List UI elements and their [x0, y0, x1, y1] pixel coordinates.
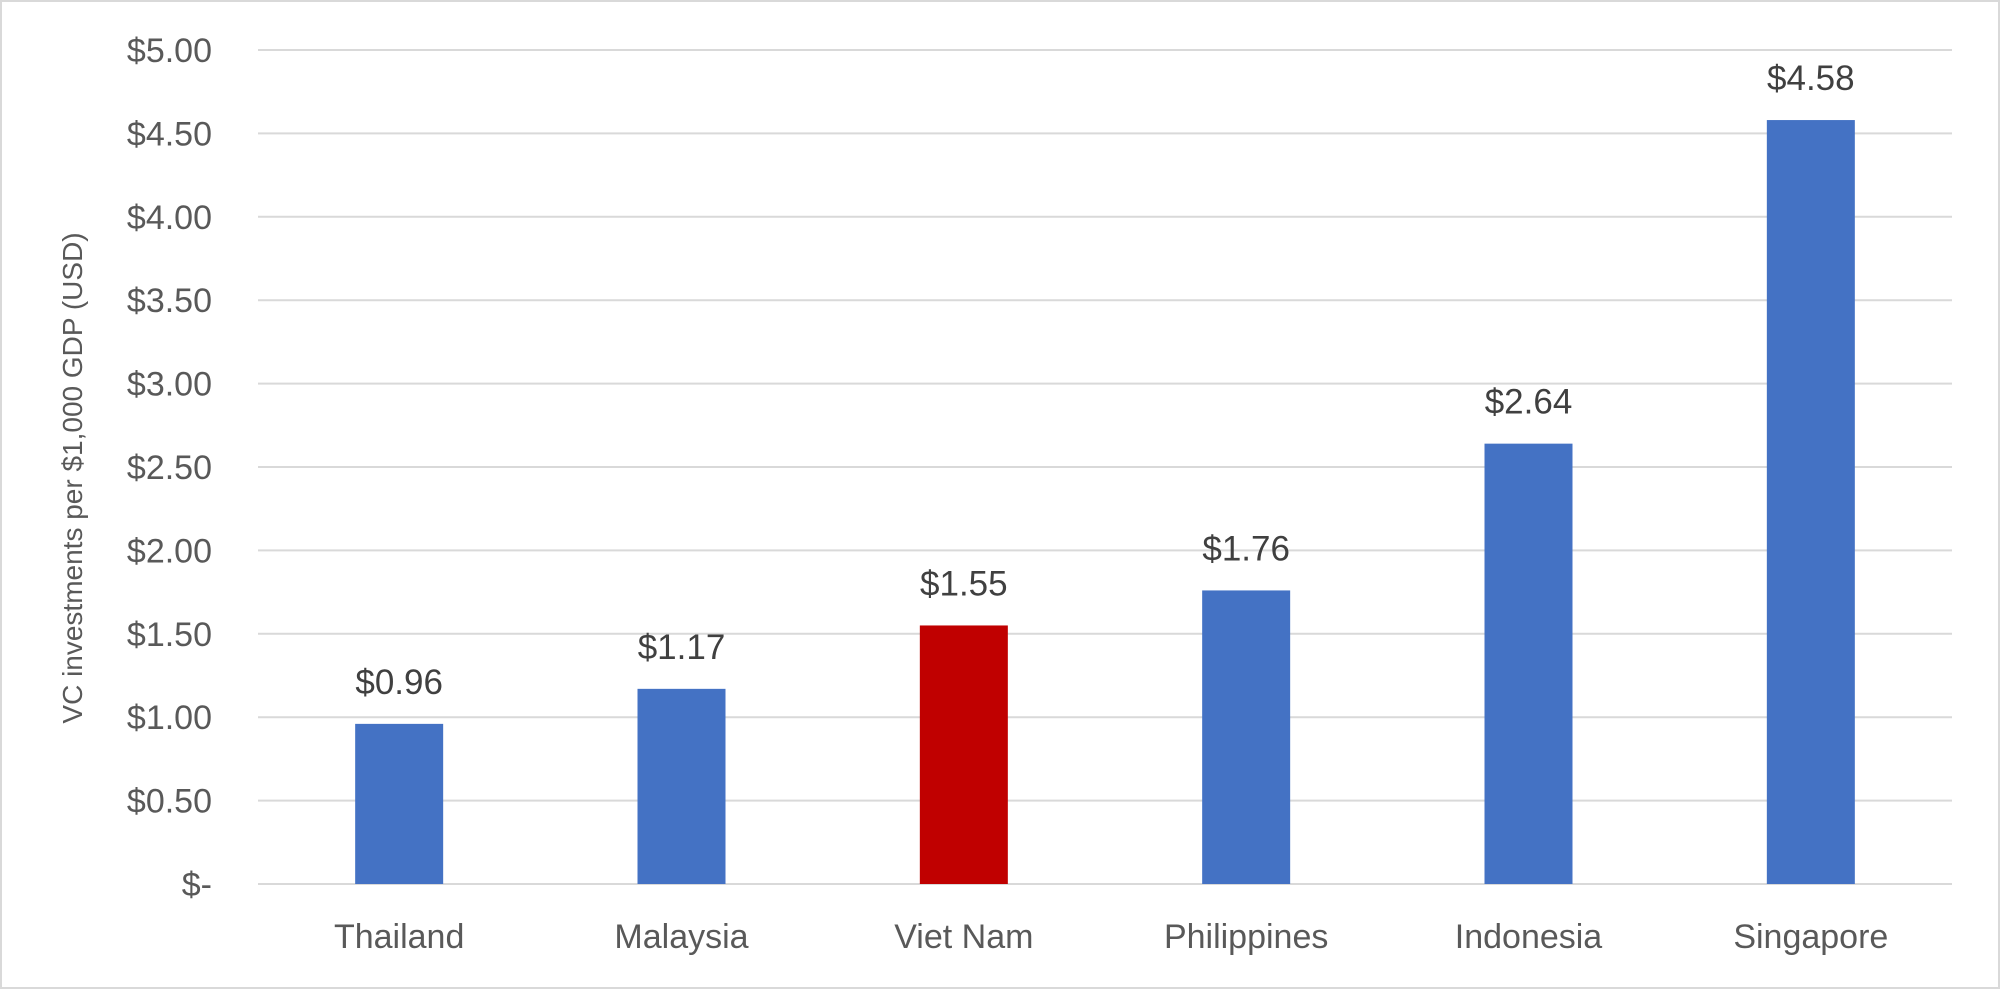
bar-indonesia	[1484, 443, 1573, 884]
y-tick-label: $2.50	[127, 449, 212, 487]
y-tick-label: $-	[182, 866, 212, 904]
y-tick-label: $5.00	[127, 32, 212, 70]
x-category-label: Malaysia	[614, 918, 748, 956]
y-tick-label: $1.50	[127, 616, 212, 654]
x-category-label: Thailand	[334, 918, 464, 956]
x-category-label: Indonesia	[1455, 918, 1603, 956]
x-category-label: Philippines	[1164, 918, 1328, 956]
y-tick-label: $1.00	[127, 699, 212, 737]
y-tick-label: $4.00	[127, 199, 212, 237]
data-label: $0.96	[355, 663, 443, 702]
bar-philippines	[1202, 590, 1291, 884]
data-label: $1.76	[1202, 529, 1290, 568]
gridlines	[258, 49, 1952, 885]
x-category-label: Viet Nam	[894, 918, 1033, 956]
x-category-label: Singapore	[1733, 918, 1888, 956]
y-tick-label: $3.50	[127, 282, 212, 320]
data-label: $1.55	[920, 564, 1008, 603]
y-tick-label: $3.00	[127, 366, 212, 404]
data-labels: $0.96 $1.17 $1.55 $1.76 $2.64 $4.58	[355, 59, 1854, 702]
data-label: $2.64	[1485, 383, 1573, 422]
y-tick-label: $0.50	[127, 783, 212, 821]
data-label: $1.17	[638, 628, 726, 667]
bar-malaysia	[637, 688, 726, 884]
y-tick-label: $2.00	[127, 532, 212, 570]
y-tick-label: $4.50	[127, 115, 212, 153]
y-axis-tick-labels: $- $0.50 $1.00 $1.50 $2.00 $2.50 $3.00 $3.50 $4.…	[127, 32, 212, 904]
bar-viet-nam	[919, 625, 1008, 884]
data-label: $4.58	[1767, 59, 1855, 98]
bars	[355, 120, 1855, 884]
x-axis-category-labels: Thailand Malaysia Viet Nam Philippines Indon…	[334, 918, 1888, 956]
bar-thailand	[355, 723, 444, 884]
bar-singapore	[1766, 120, 1855, 884]
y-axis-title: VC investments per $1,000 GDP (USD)	[57, 232, 88, 723]
